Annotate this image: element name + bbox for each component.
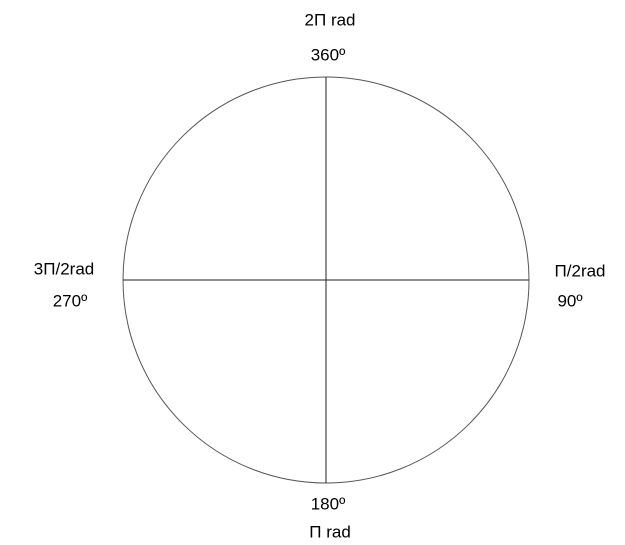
bottom-deg-label: 180º	[311, 494, 346, 513]
top-deg-label: 360º	[311, 45, 346, 64]
right-deg-label: 90º	[557, 291, 582, 310]
left-deg-label: 270º	[53, 291, 88, 310]
left-rad-label: 3Π/2rad	[34, 259, 94, 278]
top-rad-label: 2Π rad	[304, 10, 355, 29]
right-rad-label: Π/2rad	[554, 261, 605, 280]
bottom-rad-label: Π rad	[309, 522, 351, 541]
